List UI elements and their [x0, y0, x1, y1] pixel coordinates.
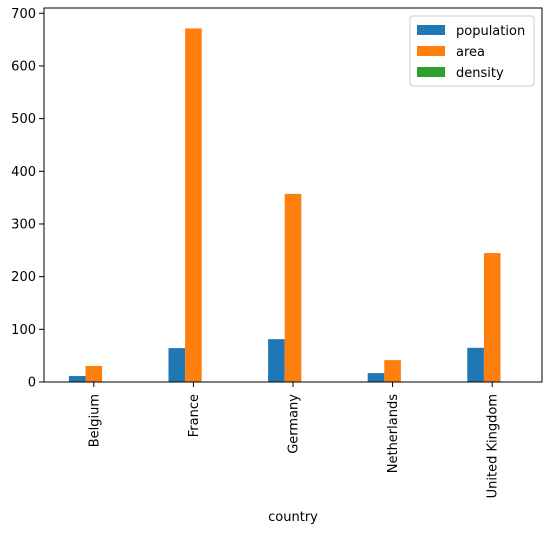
bar-area-germany — [284, 193, 302, 382]
legend-swatch-area — [417, 46, 445, 56]
y-tick-label: 500 — [11, 112, 36, 127]
bar-area-belgium — [85, 365, 103, 382]
x-tick-label: Germany — [287, 394, 302, 454]
legend: population area density — [409, 15, 535, 87]
y-tick-label: 200 — [11, 270, 36, 285]
x-tick-label: France — [187, 394, 202, 437]
bar-area-netherlands — [384, 360, 401, 382]
bar-population-united-kingdom — [467, 347, 484, 382]
bars-group — [68, 28, 518, 382]
legend-swatch-density — [417, 67, 445, 77]
x-axis-label: country — [268, 510, 318, 525]
legend-label-population: population — [456, 24, 525, 39]
x-tick-label: Belgium — [87, 394, 102, 447]
bar-population-belgium — [68, 376, 86, 382]
legend-label-density: density — [456, 66, 504, 81]
bar-area-united-kingdom — [483, 253, 501, 382]
y-tick-label: 300 — [11, 217, 36, 232]
bar-population-germany — [268, 339, 285, 382]
bar-population-netherlands — [367, 373, 385, 382]
y-tick-label: 600 — [11, 59, 36, 74]
x-axis: Belgium France Germany Netherlands United Ki… — [87, 382, 501, 498]
y-tick-label: 700 — [11, 7, 36, 22]
bar-population-france — [168, 348, 186, 382]
y-tick-label: 0 — [28, 376, 36, 391]
legend-swatch-population — [417, 25, 445, 35]
y-tick-label: 400 — [11, 165, 36, 180]
x-tick-label: United Kingdom — [486, 394, 501, 498]
x-tick-label: Netherlands — [386, 394, 401, 473]
y-axis: 0 100 200 300 400 500 600 700 — [11, 7, 44, 391]
y-tick-label: 100 — [11, 323, 36, 338]
bar-area-france — [185, 28, 202, 382]
legend-label-area: area — [456, 45, 485, 60]
